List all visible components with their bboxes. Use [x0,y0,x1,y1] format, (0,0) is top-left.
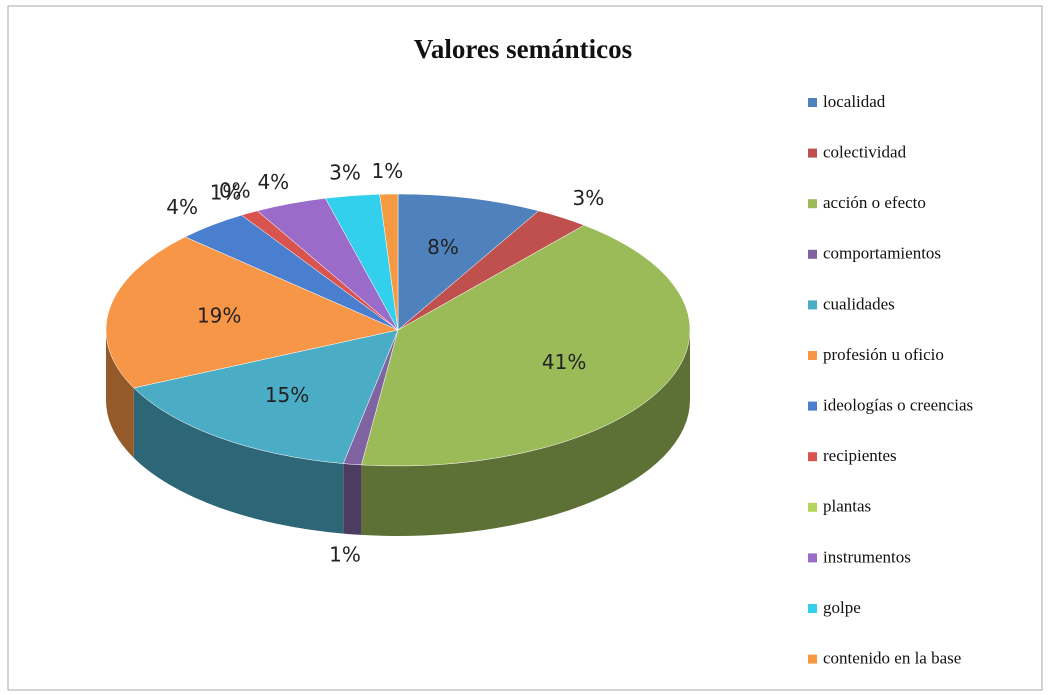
value-label: 3% [329,161,361,185]
pie-tops [105,193,691,467]
pie-side [343,463,362,535]
legend-swatch [808,502,817,512]
pie-slice [133,329,399,464]
legend-label: comportamientos [823,244,941,263]
legend-label: ideologías o creencias [823,396,973,415]
pie-side [133,387,344,534]
value-label: 3% [573,186,605,210]
value-label: 1% [329,542,361,566]
value-label: 4% [166,195,198,219]
legend: localidad colectividad acción o efecto comp… [808,92,973,668]
value-label: 1% [371,159,403,183]
legend-label: profesión u oficio [823,345,944,364]
legend-label: contenido en la base [823,649,961,668]
legend-swatch [808,553,817,563]
value-labels: 8%3%41%1%15%19%4%1%0% 4% 3% 1% [166,159,604,566]
legend-label: golpe [823,598,861,617]
pie-slice [105,236,399,389]
legend-swatch [808,351,817,360]
legend-swatch [808,401,817,411]
value-label: 41% [542,350,586,374]
pie-side [106,330,134,458]
legend-label: colectividad [823,143,907,162]
legend-swatch [808,98,817,107]
legend-swatch [808,148,817,158]
value-label: 0% [219,178,251,202]
legend-swatch [808,249,817,259]
pie-slice [397,193,540,331]
legend-label: recipientes [823,446,897,465]
value-label: 1% [210,181,242,205]
legend-swatch [808,452,817,462]
legend-label: acción o efecto [823,193,926,212]
chart-title: Valores semánticos [414,34,632,64]
pie-slice [379,193,399,331]
legend-swatch [808,604,817,613]
legend-swatch [808,300,817,310]
legend-label: localidad [823,92,886,111]
pie-side [361,330,690,537]
legend-label: instrumentos [823,547,911,566]
pie-sides [106,330,690,537]
legend-label: cualidades [823,294,895,313]
value-label: 8% [427,235,459,259]
pie-slice [361,224,691,467]
value-label: 15% [265,383,309,407]
legend-label: plantas [823,497,871,516]
legend-swatch [808,654,817,664]
value-label: 19% [197,303,241,327]
value-label: 4% [257,170,289,194]
legend-swatch [808,199,817,209]
